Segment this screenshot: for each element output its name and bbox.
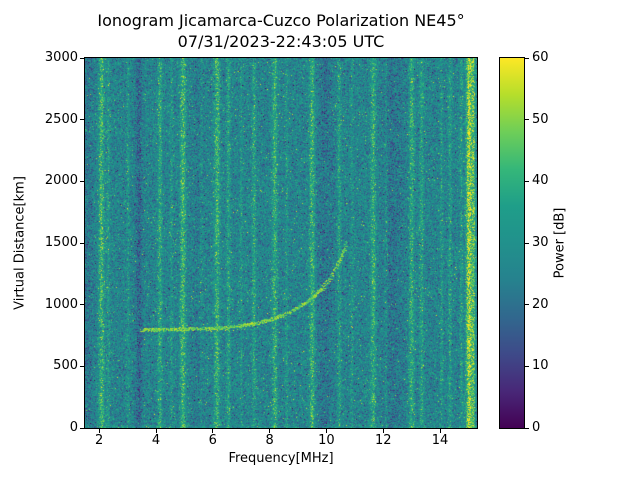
colorbar-tick-label: 40 <box>532 173 549 189</box>
x-axis-label: Frequency[MHz] <box>228 451 334 466</box>
x-tick-mark <box>155 429 157 433</box>
y-tick-mark <box>80 57 84 59</box>
x-tick-label: 4 <box>151 433 161 448</box>
colorbar-tick-label: 60 <box>532 50 549 65</box>
y-tick-mark <box>80 242 84 244</box>
y-axis-label: Virtual Distance[km] <box>12 176 28 310</box>
colorbar-tick-mark <box>525 180 529 182</box>
x-tick-mark <box>439 429 441 433</box>
x-tick-mark <box>212 429 214 433</box>
y-tick-label: 2500 <box>44 111 78 127</box>
y-tick-label: 1500 <box>44 235 78 250</box>
colorbar-tick-mark <box>525 119 529 121</box>
y-tick-mark <box>80 304 84 306</box>
y-tick-mark <box>80 365 84 367</box>
x-tick-mark <box>98 429 100 433</box>
colorbar-tick-label: 50 <box>532 111 549 127</box>
colorbar-tick-label: 20 <box>532 296 549 312</box>
y-tick-mark <box>80 427 84 429</box>
colorbar-tick-mark <box>525 365 529 367</box>
colorbar-tick-mark <box>525 57 529 59</box>
colorbar-tick-mark <box>525 427 529 429</box>
y-tick-label: 500 <box>53 358 78 374</box>
x-tick-label: 2 <box>95 433 104 448</box>
colorbar-tick-label: 10 <box>532 358 549 374</box>
y-tick-label: 1000 <box>44 296 78 312</box>
x-tick-label: 6 <box>208 433 217 448</box>
colorbar-tick-label: 0 <box>532 420 541 435</box>
y-tick-mark <box>80 180 84 182</box>
y-tick-mark <box>80 119 84 121</box>
colorbar-tick-label: 30 <box>532 235 549 250</box>
y-tick-label: 3000 <box>44 50 78 65</box>
x-tick-label: 8 <box>265 433 274 448</box>
colorbar-tick-mark <box>525 304 529 306</box>
x-tick-mark <box>269 429 271 433</box>
x-tick-label: 12 <box>374 433 392 448</box>
x-tick-mark <box>325 429 327 433</box>
x-tick-mark <box>382 429 384 433</box>
y-tick-label: 2000 <box>44 173 78 189</box>
ionogram-heatmap-canvas <box>85 58 477 428</box>
y-tick-label: 0 <box>69 420 78 435</box>
x-tick-label: 10 <box>318 433 335 448</box>
figure-title: Ionogram Jicamarca-Cuzco Polarization NE… <box>97 11 465 30</box>
colorbar-gradient <box>500 58 524 428</box>
x-tick-label: 14 <box>431 433 449 448</box>
colorbar-tick-mark <box>525 242 529 244</box>
figure-subtitle: 07/31/2023-22:43:05 UTC <box>177 32 385 51</box>
